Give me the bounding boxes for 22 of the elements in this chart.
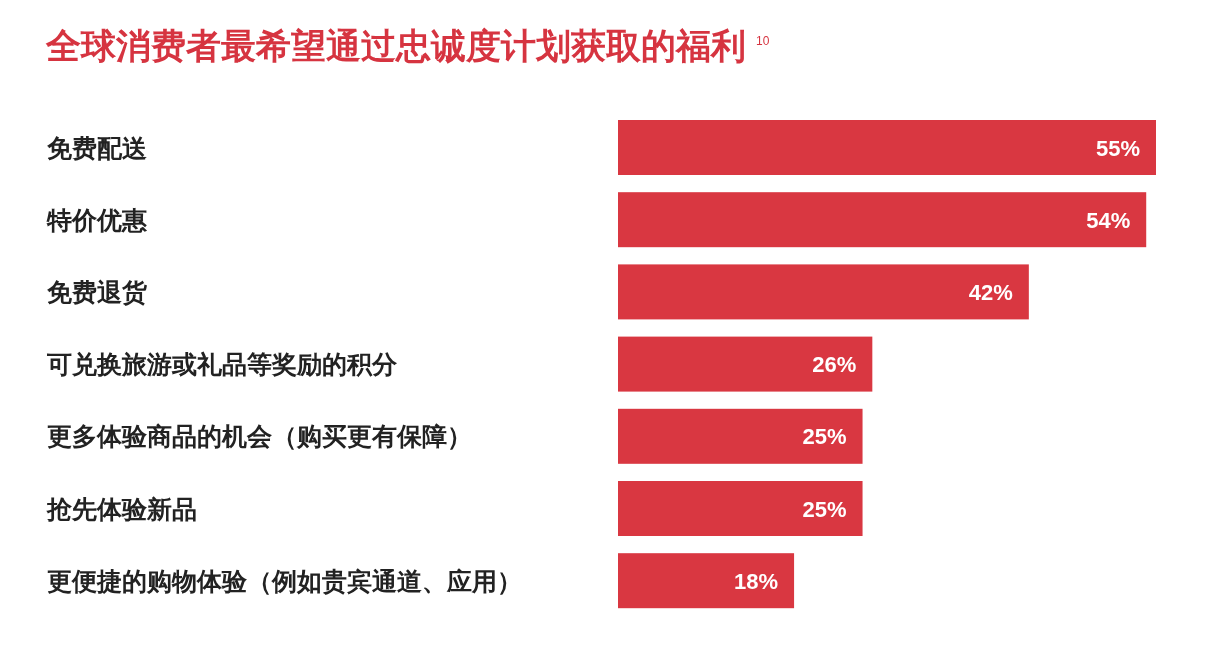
y-tick-label: 特价优惠	[46, 205, 148, 234]
data-label: 55%	[1095, 135, 1140, 161]
y-tick-label: 更多体验商品的机会（购买更有保障）	[47, 422, 472, 451]
bar	[618, 120, 1156, 175]
y-tick-label: 免费退货	[46, 277, 147, 306]
bar	[618, 553, 795, 609]
data-label: 25%	[802, 496, 847, 522]
data-label: 18%	[734, 568, 779, 594]
bar	[618, 481, 863, 536]
y-tick-label: 免费配送	[46, 133, 147, 162]
chart-title: 全球消费者最希望通过忠诚度计划获取的福利$^{10}$	[45, 26, 770, 65]
bar	[618, 264, 1029, 320]
bar	[618, 336, 873, 392]
data-label: 54%	[1086, 207, 1131, 233]
bar	[618, 408, 863, 464]
y-tick-label: 更便捷的购物体验（例如贵宾通道、应用）	[47, 566, 522, 595]
data-label: 25%	[802, 424, 847, 450]
data-label: 26%	[812, 352, 857, 378]
y-tick-label: 可兑换旅游或礼品等奖励的积分	[46, 350, 398, 379]
y-tick-label: 抢先体验新品	[46, 494, 197, 523]
bar	[618, 192, 1147, 248]
data-label: 42%	[968, 279, 1013, 305]
